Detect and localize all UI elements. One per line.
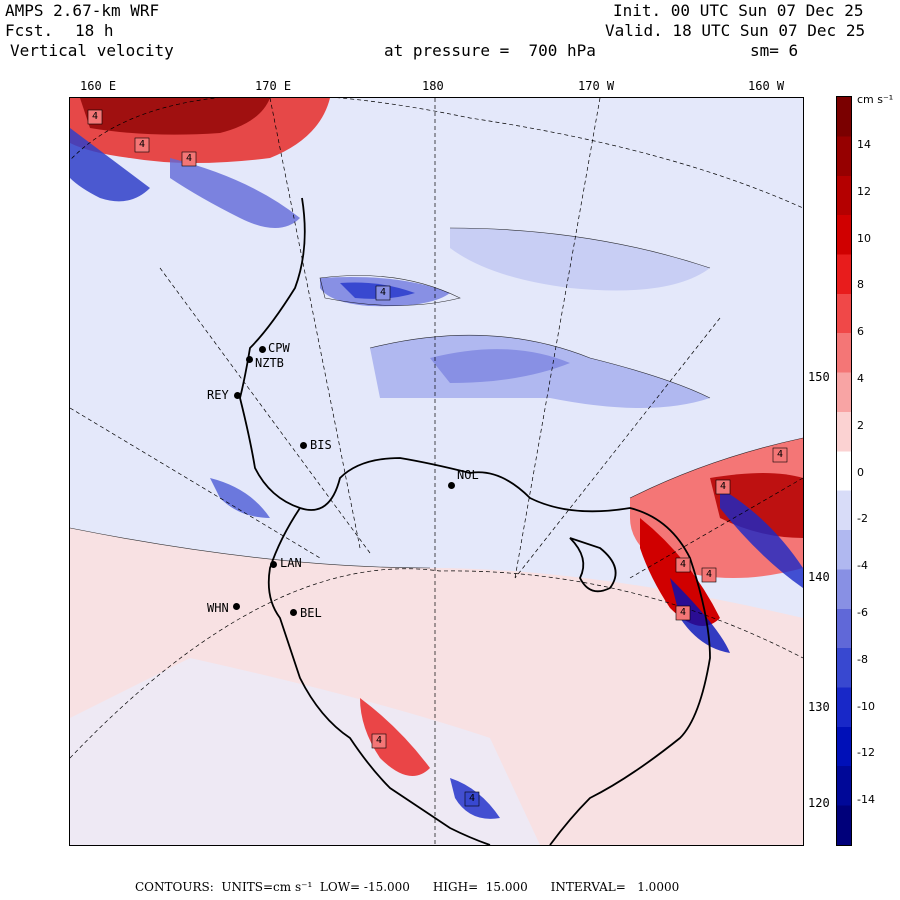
- colorbar-tick-label: 6: [857, 325, 864, 339]
- colorbar-units: cm s⁻¹: [857, 93, 894, 106]
- contour-label: 4: [720, 481, 727, 492]
- contour-label: 4: [706, 569, 713, 580]
- station-label-nol: NOL: [457, 468, 479, 482]
- station-marker: [234, 392, 241, 399]
- contour-label: 4: [92, 111, 99, 122]
- station-marker: [246, 356, 253, 363]
- contour-label: 4: [469, 793, 476, 804]
- lon-label-150w: 150 W: [808, 370, 845, 384]
- station-marker: [233, 603, 240, 610]
- station-label-lan: LAN: [280, 556, 302, 570]
- forecast-hour: 18 h: [75, 21, 114, 40]
- colorbar-tick-label: -12: [857, 746, 875, 760]
- station-marker: [259, 346, 266, 353]
- contour-info: CONTOURS: UNITS=cm s⁻¹ LOW= -15.000 HIGH…: [135, 880, 680, 894]
- station-marker: [290, 609, 297, 616]
- colorbar-tick-label: -8: [857, 652, 868, 666]
- lon-label-130w: 130 W: [808, 700, 845, 714]
- init-time: Init. 00 UTC Sun 07 Dec 25: [613, 1, 864, 20]
- colorbar-tick-label: 12: [857, 184, 871, 198]
- lon-label-160e: 160 E: [80, 79, 117, 93]
- contour-label: 4: [139, 139, 146, 150]
- station-label-bel: BEL: [300, 606, 322, 620]
- contour-label: 4: [380, 287, 387, 298]
- lon-label-170w: 170 W: [578, 79, 615, 93]
- station-label-rey: REY: [207, 388, 229, 402]
- colorbar-tick-label: 0: [857, 465, 864, 479]
- contour-label: 4: [680, 607, 687, 618]
- colorbar-tick-label: 2: [857, 418, 864, 432]
- contour-label: 4: [777, 449, 784, 460]
- station-marker: [300, 442, 307, 449]
- forecast-label: Fcst.: [5, 21, 54, 40]
- station-label-bis: BIS: [310, 438, 332, 452]
- velocity-map: 4 4 4 4 4 4 4 4 4 4 4 CPW NZTB REY BIS N…: [69, 97, 804, 846]
- lon-label-120w: 120 W: [808, 796, 845, 810]
- station-marker: [448, 482, 455, 489]
- colorbar-tick-label: -4: [857, 559, 868, 573]
- smoothing-value: sm= 6: [750, 41, 799, 60]
- field-name: Vertical velocity: [10, 41, 174, 60]
- colorbar-tick-label: -6: [857, 606, 868, 619]
- colorbar-tick-label: -14: [857, 793, 875, 807]
- lon-label-160w: 160 W: [748, 79, 785, 93]
- contour-label: 4: [376, 735, 383, 746]
- map-canvas: [70, 98, 803, 845]
- colorbar-tick-label: 8: [857, 278, 864, 292]
- colorbar-tick-label: 14: [857, 138, 871, 151]
- contour-label: 4: [186, 153, 193, 164]
- colorbar-tick-label: -2: [857, 512, 868, 526]
- station-label-nztb: NZTB: [255, 356, 284, 370]
- lon-label-180: 180: [422, 79, 444, 93]
- station-label-whn: WHN: [207, 601, 229, 615]
- model-title: AMPS 2.67-km WRF: [5, 1, 160, 20]
- lon-label-170e: 170 E: [255, 79, 292, 93]
- colorbar-tick-label: -10: [857, 699, 875, 713]
- station-marker: [270, 561, 277, 568]
- station-label-cpw: CPW: [268, 341, 290, 355]
- valid-time: Valid. 18 UTC Sun 07 Dec 25: [605, 21, 866, 40]
- colorbar: [836, 96, 852, 846]
- pressure-level: at pressure = 700 hPa: [384, 41, 596, 60]
- colorbar-tick-label: 10: [857, 231, 871, 245]
- colorbar-tick-label: 4: [857, 372, 864, 385]
- lon-label-140w: 140 W: [808, 570, 845, 584]
- contour-label: 4: [680, 559, 687, 570]
